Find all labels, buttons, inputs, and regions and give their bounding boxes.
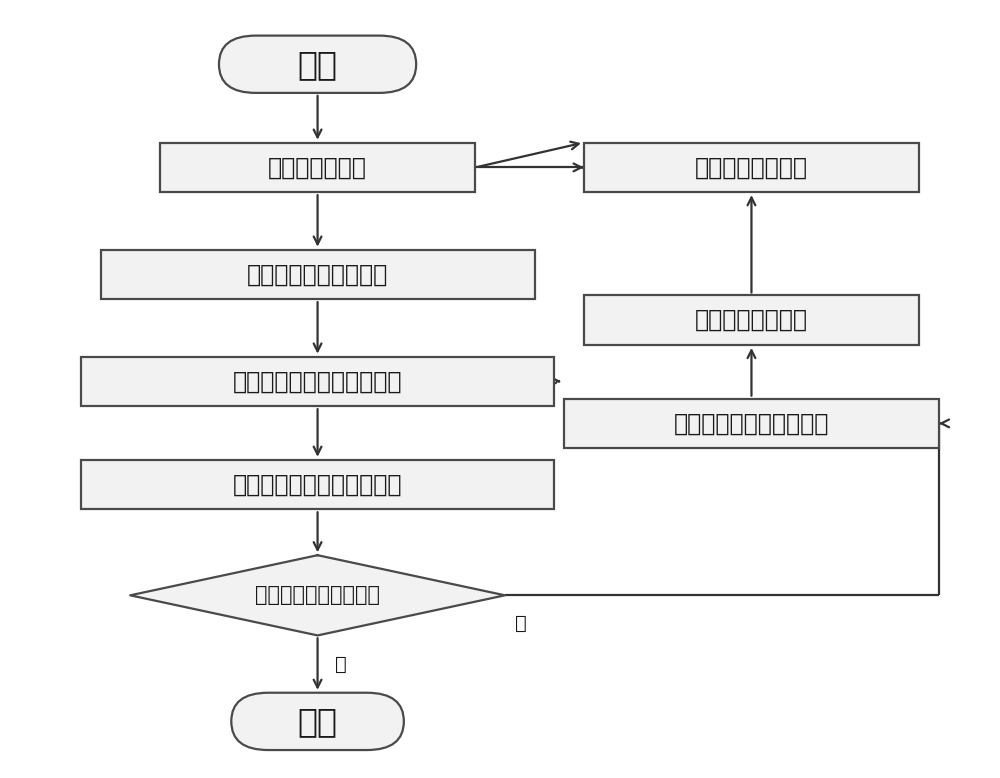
Text: 波形序列优化投影: 波形序列优化投影: [695, 156, 808, 180]
Bar: [584, 296, 919, 345]
Text: 否: 否: [515, 615, 527, 633]
Bar: [160, 142, 475, 192]
FancyBboxPatch shape: [219, 36, 416, 93]
Text: 是: 是: [335, 654, 347, 674]
Text: 波形个体评价指标计算: 波形个体评价指标计算: [247, 262, 388, 286]
FancyBboxPatch shape: [231, 692, 404, 750]
Bar: [81, 356, 554, 406]
Text: 波形集合初始化: 波形集合初始化: [268, 156, 367, 180]
Text: 是否达到迭代截止标准: 是否达到迭代截止标准: [255, 585, 380, 605]
Text: 波形指标值及对应波形向量: 波形指标值及对应波形向量: [233, 370, 402, 394]
Text: 结束: 结束: [298, 705, 338, 738]
Polygon shape: [130, 555, 505, 636]
Bar: [81, 460, 554, 510]
Text: 构造新的波形集合: 构造新的波形集合: [695, 308, 808, 332]
Text: 按评价指标的重采样机制: 按评价指标的重采样机制: [674, 412, 829, 436]
Bar: [564, 398, 939, 448]
Bar: [584, 142, 919, 192]
Text: 最优指标值对应的波形个体: 最优指标值对应的波形个体: [233, 472, 402, 496]
Text: 开始: 开始: [298, 47, 338, 81]
Bar: [101, 250, 535, 300]
